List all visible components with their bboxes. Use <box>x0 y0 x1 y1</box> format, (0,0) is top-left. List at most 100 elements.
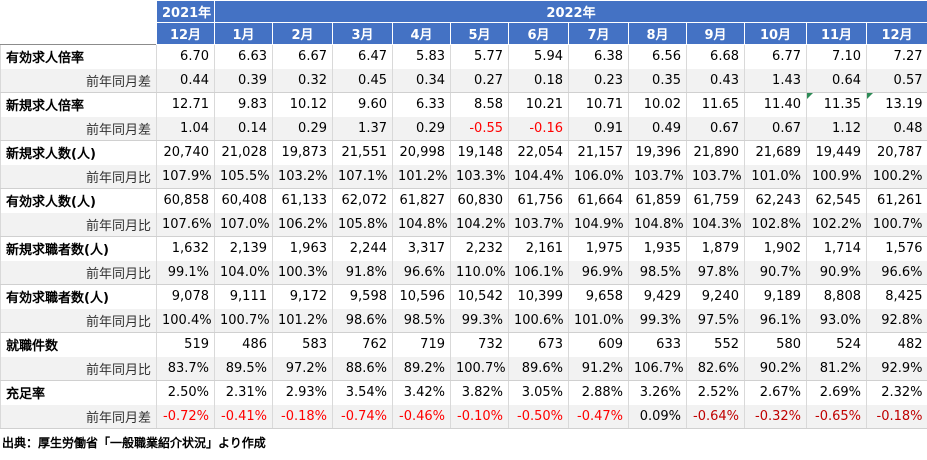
value-cell: 1,902 <box>744 236 807 261</box>
value-cell: 9,111 <box>214 284 273 309</box>
value-cell: 10,542 <box>450 284 509 309</box>
value-cell: 10.21 <box>508 92 569 117</box>
subvalue-cell: 96.6% <box>866 260 927 285</box>
value-cell: 19,396 <box>628 140 687 165</box>
value-cell: 9,172 <box>272 284 333 309</box>
row-label: 有効求人数(人) <box>0 188 157 213</box>
value-cell: 633 <box>628 332 687 357</box>
value-cell: 10,399 <box>508 284 569 309</box>
subvalue-cell: 89.6% <box>508 356 569 381</box>
value-cell: 1,935 <box>628 236 687 261</box>
subvalue-cell: 104.8% <box>628 212 687 237</box>
value-cell: 61,859 <box>628 188 687 213</box>
subvalue-cell: 0.27 <box>450 68 509 93</box>
value-cell: 2.31% <box>214 380 273 405</box>
table-subrow: 前年同月差 1.04 0.14 0.29 1.37 0.29 -0.55 -0.16 0.91 0… <box>0 116 927 141</box>
header-corner <box>0 22 157 45</box>
subvalue-cell: 0.14 <box>214 116 273 141</box>
subvalue-cell: 106.1% <box>508 260 569 285</box>
subvalue-cell: 99.3% <box>628 308 687 333</box>
table-row: 新規求人数(人) 20,740 21,028 19,873 21,551 20,998 19… <box>0 140 927 165</box>
subvalue-cell: 104.0% <box>214 260 273 285</box>
value-cell: 6.70 <box>156 44 215 69</box>
header-month: 4月 <box>392 22 451 45</box>
value-cell: 9,429 <box>628 284 687 309</box>
value-cell: 2.69% <box>806 380 867 405</box>
value-cell: 519 <box>156 332 215 357</box>
subvalue-cell: 0.91 <box>568 116 629 141</box>
row-label: 有効求人倍率 <box>0 44 157 69</box>
subvalue-cell: 0.67 <box>686 116 745 141</box>
value-cell: 1,576 <box>866 236 927 261</box>
value-cell: 3,317 <box>392 236 451 261</box>
subvalue-cell: 96.6% <box>392 260 451 285</box>
value-cell: 61,664 <box>568 188 629 213</box>
subrow-label: 前年同月比 <box>0 308 157 333</box>
value-cell: 22,054 <box>508 140 569 165</box>
value-cell: 60,408 <box>214 188 273 213</box>
subvalue-cell: 99.3% <box>450 308 509 333</box>
subvalue-cell: -0.16 <box>508 116 569 141</box>
subvalue-cell: 0.45 <box>332 68 393 93</box>
value-cell: 11.65 <box>686 92 745 117</box>
table-row: 有効求職者数(人) 9,078 9,111 9,172 9,598 10,596 10,54… <box>0 284 927 309</box>
header-month-row: 12月 1月 2月 3月 4月 5月 6月 7月 8月 9月 10月 11月 12月 <box>0 22 927 45</box>
subvalue-cell: 98.5% <box>392 308 451 333</box>
value-cell: 732 <box>450 332 509 357</box>
value-cell: 2.67% <box>744 380 807 405</box>
value-cell: 2.32% <box>866 380 927 405</box>
subvalue-cell: 101.2% <box>392 164 451 189</box>
value-cell: 524 <box>806 332 867 357</box>
value-cell: 583 <box>272 332 333 357</box>
subvalue-cell: -0.18% <box>272 404 333 429</box>
value-cell: 8,808 <box>806 284 867 309</box>
value-cell: 2,139 <box>214 236 273 261</box>
subvalue-cell: 110.0% <box>450 260 509 285</box>
subrow-label: 前年同月比 <box>0 260 157 285</box>
subvalue-cell: 99.1% <box>156 260 215 285</box>
header-month: 10月 <box>744 22 807 45</box>
subvalue-cell: 96.1% <box>744 308 807 333</box>
subvalue-cell: 107.9% <box>156 164 215 189</box>
subvalue-cell: 97.2% <box>272 356 333 381</box>
subvalue-cell: 101.2% <box>272 308 333 333</box>
value-cell: 5.83 <box>392 44 451 69</box>
subvalue-cell: 107.0% <box>214 212 273 237</box>
value-cell: 1,975 <box>568 236 629 261</box>
row-label: 新規求職者数(人) <box>0 236 157 261</box>
subvalue-cell: 88.6% <box>332 356 393 381</box>
value-cell: 61,756 <box>508 188 569 213</box>
subvalue-cell: 0.23 <box>568 68 629 93</box>
subvalue-cell: 103.7% <box>628 164 687 189</box>
subvalue-cell: -0.47% <box>568 404 629 429</box>
value-cell: 580 <box>744 332 807 357</box>
subvalue-cell: 100.4% <box>156 308 215 333</box>
subvalue-cell: 104.4% <box>508 164 569 189</box>
subvalue-cell: 100.7% <box>214 308 273 333</box>
subvalue-cell: 103.7% <box>686 164 745 189</box>
labor-stats-table: 2021年 2022年 12月 1月 2月 3月 4月 5月 6月 7月 8月 9月 10月 11月 12月… <box>0 0 927 429</box>
subvalue-cell: -0.72% <box>156 404 215 429</box>
value-cell: 8,425 <box>866 284 927 309</box>
subvalue-cell: 107.6% <box>156 212 215 237</box>
value-cell: 7.27 <box>866 44 927 69</box>
value-cell: 60,830 <box>450 188 509 213</box>
value-cell: 2.50% <box>156 380 215 405</box>
value-cell: 10,596 <box>392 284 451 309</box>
value-cell: 1,714 <box>806 236 867 261</box>
value-cell: 21,551 <box>332 140 393 165</box>
value-cell: 1,879 <box>686 236 745 261</box>
row-label: 新規求人倍率 <box>0 92 157 117</box>
subvalue-cell: 100.7% <box>450 356 509 381</box>
table-subrow: 前年同月比 83.7% 89.5% 97.2% 88.6% 89.2% 100.7% 89.6… <box>0 356 927 381</box>
table-subrow: 前年同月比 107.6% 107.0% 106.2% 105.8% 104.8% 104.2… <box>0 212 927 237</box>
subvalue-cell: -0.74% <box>332 404 393 429</box>
subvalue-cell: -0.64% <box>686 404 745 429</box>
subvalue-cell: 101.0% <box>568 308 629 333</box>
header-month: 8月 <box>628 22 687 45</box>
labor-stats-table-container: 2021年 2022年 12月 1月 2月 3月 4月 5月 6月 7月 8月 9月 10月 11月 12月… <box>0 0 927 450</box>
value-cell: 609 <box>568 332 629 357</box>
header-month: 5月 <box>450 22 509 45</box>
header-month: 12月 <box>156 22 215 45</box>
value-cell: 2.52% <box>686 380 745 405</box>
